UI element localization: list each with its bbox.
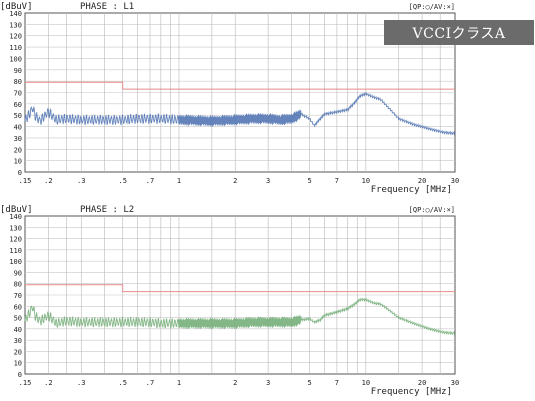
limit-line xyxy=(25,81,455,90)
x-tick-label: 5 xyxy=(307,379,311,387)
x-tick-label: .3 xyxy=(77,177,85,185)
chart-l2-x-axis-label: Frequency [MHz] xyxy=(371,387,452,397)
y-tick-label: 110 xyxy=(9,44,22,52)
x-tick-label: 30 xyxy=(451,379,459,387)
x-tick-label: 10 xyxy=(362,379,370,387)
y-tick-label: 70 xyxy=(14,90,22,98)
y-tick-label: 0 xyxy=(18,371,22,379)
y-tick-label: 90 xyxy=(14,269,22,277)
x-tick-label: 3 xyxy=(266,177,270,185)
x-tick-label: 3 xyxy=(266,379,270,387)
x-tick-label: .3 xyxy=(77,379,85,387)
chart-l2-series xyxy=(24,297,456,336)
y-tick-label: 100 xyxy=(9,55,22,63)
x-tick-label: 5 xyxy=(307,177,311,185)
x-tick-label: .5 xyxy=(118,379,126,387)
y-tick-label: 140 xyxy=(9,213,22,221)
x-tick-label: 2 xyxy=(233,379,237,387)
y-tick-label: 120 xyxy=(9,236,22,244)
x-tick-label: 7 xyxy=(335,177,339,185)
chart-l1-phase-label: PHASE : L1 xyxy=(80,2,134,12)
chart-l2-unit-label: [dBuV] xyxy=(0,205,33,215)
y-tick-label: 70 xyxy=(14,292,22,300)
chart-l1-grid xyxy=(24,12,456,173)
chart-l2-limit-line xyxy=(25,284,455,293)
x-tick-label: 20 xyxy=(418,177,426,185)
y-tick-label: 50 xyxy=(14,315,22,323)
x-tick-label: 2 xyxy=(233,177,237,185)
chart-l1-y-ticks: 0 10 20 30 40 50 60 70 80 90 100 110 120 130 140 xyxy=(9,10,22,177)
x-tick-label: 7 xyxy=(335,379,339,387)
chart-l1-x-axis-label: Frequency [MHz] xyxy=(371,185,452,195)
vcci-class-label: VCCIクラスA xyxy=(384,20,534,45)
y-tick-label: 60 xyxy=(14,101,22,109)
measurement-trace xyxy=(24,297,456,336)
y-tick-label: 110 xyxy=(9,247,22,255)
x-tick-label: 20 xyxy=(418,379,426,387)
chart-l2-y-ticks: 0 10 20 30 40 50 60 70 80 90 100 110 120 130 140 xyxy=(9,213,22,379)
y-tick-label: 40 xyxy=(14,326,22,334)
y-tick-label: 120 xyxy=(9,33,22,41)
y-tick-label: 60 xyxy=(14,303,22,311)
y-tick-label: 10 xyxy=(14,360,22,368)
x-tick-label: 1 xyxy=(177,379,181,387)
chart-l1-limit-line xyxy=(25,81,455,90)
chart-l1-unit-label: [dBuV] xyxy=(0,2,33,12)
chart-l1-x-ticks: .15 .2 .3 .5 .7 1 2 3 5 7 10 20 30 xyxy=(19,177,460,185)
y-tick-label: 140 xyxy=(9,10,22,18)
x-tick-label: .7 xyxy=(146,177,154,185)
y-tick-label: 80 xyxy=(14,281,22,289)
x-tick-label: .15 xyxy=(19,177,32,185)
chart-l2-phase-label: PHASE : L2 xyxy=(80,205,134,215)
x-tick-label: .7 xyxy=(146,379,154,387)
chart-l2-legend-text: [QP:○/AV:×] xyxy=(409,206,455,214)
x-tick-label: .15 xyxy=(19,379,32,387)
x-tick-label: .2 xyxy=(44,177,52,185)
chart-l1-series xyxy=(24,92,456,136)
y-tick-label: 20 xyxy=(14,146,22,154)
measurement-trace xyxy=(24,92,456,136)
y-tick-label: 130 xyxy=(9,21,22,29)
chart-l2-grid xyxy=(24,215,456,375)
chart-l2-x-ticks: .15 .2 .3 .5 .7 1 2 3 5 7 10 20 30 xyxy=(19,379,460,387)
limit-line xyxy=(25,284,455,293)
y-tick-label: 50 xyxy=(14,112,22,120)
y-tick-label: 30 xyxy=(14,337,22,345)
x-tick-label: 30 xyxy=(451,177,459,185)
y-tick-label: 90 xyxy=(14,67,22,75)
y-tick-label: 80 xyxy=(14,78,22,86)
y-tick-label: 20 xyxy=(14,348,22,356)
x-tick-label: 1 xyxy=(177,177,181,185)
y-tick-label: 0 xyxy=(18,169,22,177)
chart-l1-legend-text: [QP:○/AV:×] xyxy=(409,3,455,11)
y-tick-label: 130 xyxy=(9,224,22,232)
y-tick-label: 100 xyxy=(9,258,22,266)
x-tick-label: 10 xyxy=(362,177,370,185)
x-tick-label: .5 xyxy=(118,177,126,185)
y-tick-label: 10 xyxy=(14,158,22,166)
y-tick-label: 30 xyxy=(14,135,22,143)
x-tick-label: .2 xyxy=(44,379,52,387)
y-tick-label: 40 xyxy=(14,124,22,132)
